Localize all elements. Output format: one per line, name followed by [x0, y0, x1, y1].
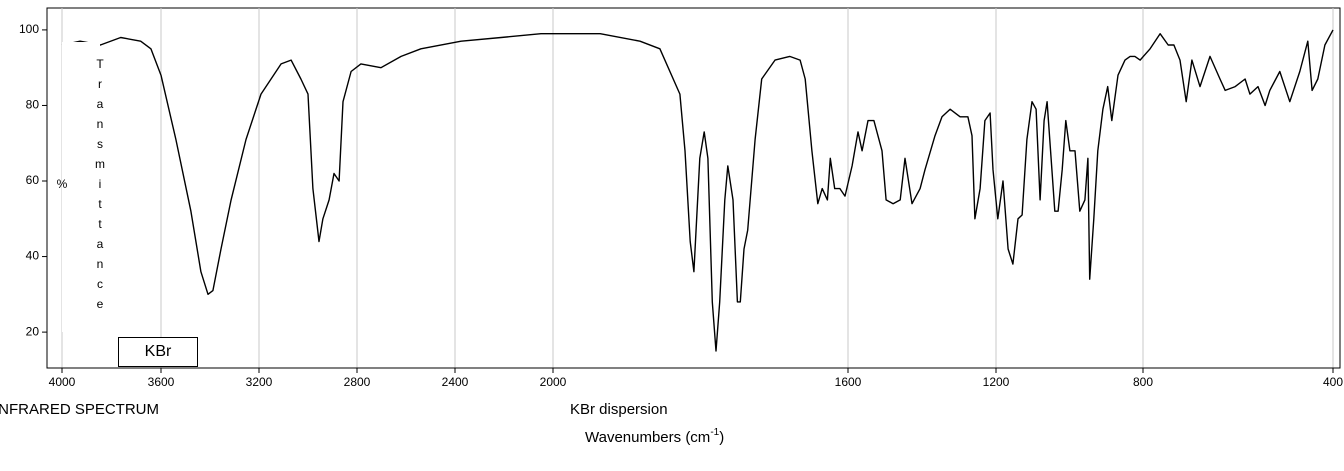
y-tick-label: 80 [26, 98, 40, 112]
chart-subtitle: KBr dispersion [570, 401, 668, 418]
x-tick-label: 400 [1323, 375, 1343, 389]
chart-title: INFRARED SPECTRUM [0, 401, 159, 418]
y-axis-label: % Transmittance [55, 42, 107, 332]
y-tick-label: 40 [26, 249, 40, 263]
x-tick-label: 2800 [344, 375, 371, 389]
y-tick-label: 60 [26, 173, 40, 187]
x-label-main: Wavenumbers (cm [585, 429, 710, 446]
plot-frame [46, 7, 1341, 369]
x-axis-label: Wavenumbers (cm-1) [585, 427, 724, 446]
x-tick-label: 3600 [148, 375, 175, 389]
annotation: KBr [118, 337, 198, 367]
x-tick-label: 1600 [835, 375, 862, 389]
spectrum-line [61, 29, 1334, 352]
x-label-tail: ) [719, 429, 724, 446]
x-tick-label: 2000 [540, 375, 567, 389]
x-tick-label: 2400 [442, 375, 469, 389]
x-tick-label: 800 [1133, 375, 1153, 389]
x-label-sup: -1 [710, 427, 719, 438]
x-tick-label: 4000 [49, 375, 76, 389]
x-tick-label: 3200 [246, 375, 273, 389]
x-tick-label: 1200 [983, 375, 1010, 389]
y-tick-label: 100 [19, 22, 39, 36]
y-tick-label: 20 [26, 324, 40, 338]
